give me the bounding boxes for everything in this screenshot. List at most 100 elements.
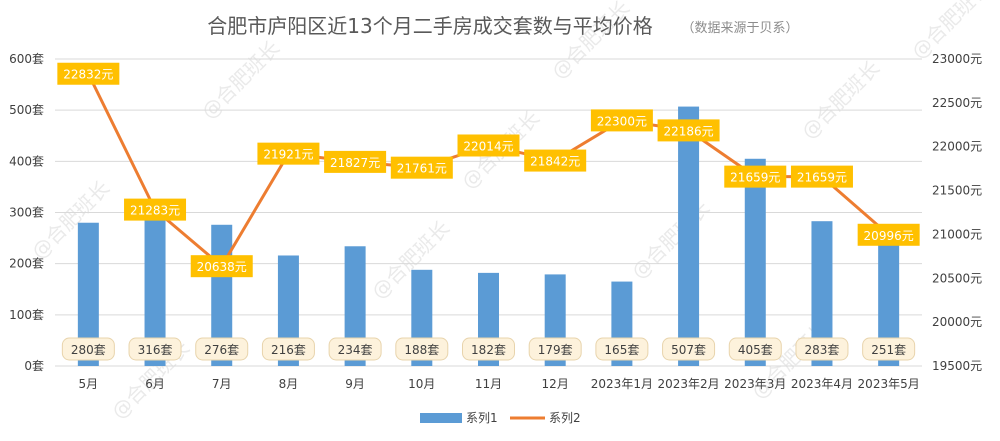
bar-data-label: 283套 <box>795 337 849 361</box>
bar-data-label: 216套 <box>261 337 315 361</box>
bar <box>144 204 166 366</box>
left-tick-label: 0套 <box>24 359 44 373</box>
chart-subtitle: （数据来源于贝系） <box>681 21 798 36</box>
watermark-text: @合肥班长 <box>367 216 455 304</box>
bar <box>744 158 766 366</box>
right-tick-label: 19500元 <box>932 359 982 373</box>
svg-text:22014元: 22014元 <box>463 139 513 153</box>
x-tick-label: 2023年3月 <box>724 377 786 391</box>
bar-data-label: 251套 <box>862 337 916 361</box>
svg-text:21659元: 21659元 <box>797 171 847 185</box>
svg-text:21761元: 21761元 <box>397 162 447 176</box>
right-tick-label: 20500元 <box>932 271 982 285</box>
svg-text:22300元: 22300元 <box>597 114 647 128</box>
line-data-label: 20638元 <box>190 255 253 278</box>
bar <box>344 246 366 366</box>
bar-data-labels: 280套 316套 276套 216套 234套 188套 182套 179套 165套 507套… <box>61 337 916 361</box>
svg-text:316套: 316套 <box>138 343 173 357</box>
watermark-text: @合肥班长 <box>27 176 115 264</box>
bar-data-label: 165套 <box>595 337 649 361</box>
line-data-label: 22832元 <box>57 62 120 85</box>
svg-text:182套: 182套 <box>471 343 506 357</box>
line-data-label: 21842元 <box>524 149 587 172</box>
watermark-text: @合肥班长 <box>547 0 635 84</box>
x-axis: 5月 6月 7月 8月 9月 10月 11月 12月 2023年1月 2023年2月 2023年3月… <box>79 377 920 391</box>
left-tick-label: 300套 <box>9 206 44 220</box>
svg-text:22832元: 22832元 <box>63 68 113 82</box>
svg-text:234套: 234套 <box>338 343 373 357</box>
svg-text:21659元: 21659元 <box>730 171 780 185</box>
right-tick-label: 22000元 <box>932 140 982 154</box>
x-tick-label: 2023年2月 <box>657 377 719 391</box>
svg-text:20638元: 20638元 <box>197 260 247 274</box>
x-tick-label: 9月 <box>345 377 365 391</box>
x-tick-label: 7月 <box>212 377 232 391</box>
x-tick-label: 12月 <box>542 377 569 391</box>
svg-text:21921元: 21921元 <box>263 148 313 162</box>
line-data-labels: 22832元 21283元 20638元 21921元 21827元 21761元 2201… <box>57 62 920 278</box>
right-tick-label: 23000元 <box>932 52 982 66</box>
line-data-label: 22300元 <box>590 109 653 132</box>
bar-data-label: 405套 <box>728 337 782 361</box>
svg-text:188套: 188套 <box>404 343 439 357</box>
svg-text:216套: 216套 <box>271 343 306 357</box>
x-tick-label: 2023年5月 <box>858 377 920 391</box>
svg-text:21283元: 21283元 <box>130 204 180 218</box>
left-tick-label: 500套 <box>9 103 44 117</box>
legend-swatch-series-1 <box>420 413 462 423</box>
x-tick-label: 2023年4月 <box>791 377 853 391</box>
right-tick-label: 21000元 <box>932 227 982 241</box>
right-axis: 19500元 20000元 20500元 21000元 21500元 22000元 2250… <box>932 52 982 373</box>
left-tick-label: 600套 <box>9 52 44 66</box>
x-tick-label: 8月 <box>279 377 299 391</box>
x-tick-label: 6月 <box>145 377 165 391</box>
left-tick-label: 200套 <box>9 257 44 271</box>
svg-text:165套: 165套 <box>604 343 639 357</box>
svg-text:21842元: 21842元 <box>530 155 580 169</box>
chart-title: 合肥市庐阳区近13个月二手房成交套数与平均价格 <box>207 14 652 38</box>
x-tick-label: 2023年1月 <box>591 377 653 391</box>
line-data-label: 22186元 <box>657 119 720 142</box>
right-tick-label: 21500元 <box>932 184 982 198</box>
svg-text:283套: 283套 <box>805 343 840 357</box>
bar <box>878 237 900 366</box>
bar-data-label: 276套 <box>195 337 249 361</box>
left-tick-label: 400套 <box>9 154 44 168</box>
svg-text:22186元: 22186元 <box>663 124 713 138</box>
bar <box>77 222 99 366</box>
legend-label-series-1: 系列1 <box>466 411 498 425</box>
svg-text:276套: 276套 <box>204 343 239 357</box>
legend-label-series-2: 系列2 <box>549 411 581 425</box>
line-data-label: 21761元 <box>390 156 453 179</box>
left-axis: 0套 100套 200套 300套 400套 500套 600套 <box>9 52 44 373</box>
svg-text:179套: 179套 <box>538 343 573 357</box>
bar-data-label: 182套 <box>462 337 515 361</box>
line-data-label: 21283元 <box>124 198 187 221</box>
bar-data-label: 188套 <box>395 337 449 361</box>
x-tick-label: 10月 <box>408 377 435 391</box>
x-tick-label: 11月 <box>475 377 502 391</box>
svg-text:251套: 251套 <box>871 343 906 357</box>
bar-data-label: 234套 <box>328 337 382 361</box>
bar-data-label: 316套 <box>128 337 182 361</box>
x-tick-label: 5月 <box>79 377 99 391</box>
bar-data-label: 179套 <box>528 337 582 361</box>
line-data-label: 21921元 <box>257 142 320 165</box>
right-tick-label: 22500元 <box>932 96 982 110</box>
right-tick-label: 20000元 <box>932 315 982 329</box>
bar <box>678 106 700 367</box>
bar <box>811 221 833 366</box>
line-data-label: 22014元 <box>457 134 520 157</box>
line-data-label: 20996元 <box>857 223 920 246</box>
svg-text:280套: 280套 <box>71 343 106 357</box>
bar-data-label: 280套 <box>61 337 115 361</box>
bar-data-label: 507套 <box>662 337 716 361</box>
line-data-label: 21827元 <box>324 150 387 173</box>
legend: 系列1 系列2 <box>420 411 581 425</box>
svg-text:20996元: 20996元 <box>864 229 914 243</box>
svg-text:507套: 507套 <box>671 343 706 357</box>
line-data-label: 21659元 <box>790 165 853 188</box>
watermark-text: @合肥班长 <box>627 196 715 284</box>
svg-text:21827元: 21827元 <box>330 156 380 170</box>
